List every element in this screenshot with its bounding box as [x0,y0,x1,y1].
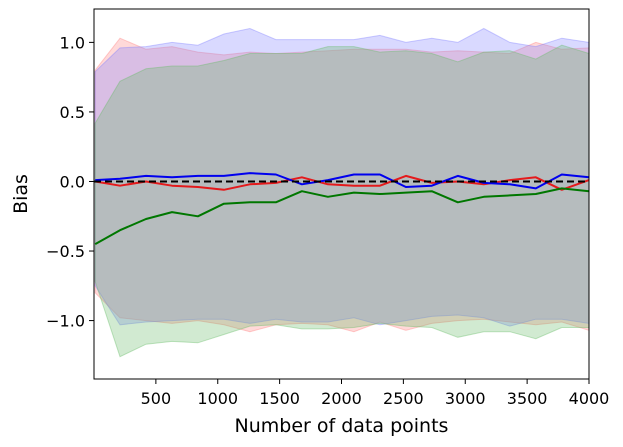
y-tick-label: 1.0 [60,33,85,52]
y-axis-ticks: −1.0 −0.5 0.0 0.5 1.0 [46,33,94,331]
y-tick-label: −1.0 [46,312,85,331]
x-tick-label: 1000 [197,389,238,408]
x-axis-ticks: 500 1000 1500 2000 2500 3000 3500 4000 [141,379,610,408]
x-tick-label: 4000 [569,389,610,408]
series-3-band [94,44,590,358]
series-3-line [94,187,590,245]
x-axis-label: Number of data points [235,415,449,437]
x-tick-label: 500 [141,389,172,408]
y-axis-label: Bias [10,174,32,214]
series-2-line [95,172,590,190]
y-tick-label: 0.0 [60,172,85,191]
x-tick-label: 2500 [383,389,424,408]
x-tick-label: 3500 [507,389,548,408]
x-tick-label: 3000 [445,389,486,408]
x-tick-label: 2000 [321,389,362,408]
x-tick-label: 1500 [259,389,300,408]
confidence-bands [94,27,590,358]
y-tick-label: −0.5 [46,242,85,261]
y-tick-label: 0.5 [60,103,85,122]
